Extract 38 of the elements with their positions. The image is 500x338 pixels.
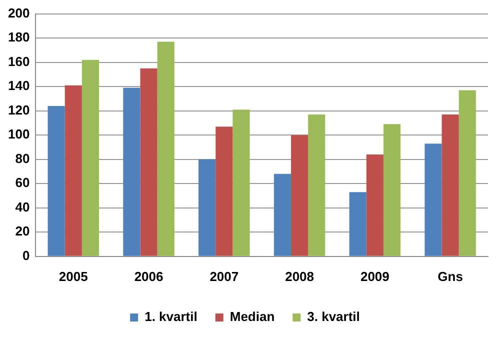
bar [198, 159, 216, 256]
legend-label: 1. kvartil [144, 309, 198, 324]
y-tick-label: 0 [22, 248, 30, 263]
y-tick-label: 180 [8, 30, 30, 45]
bar [458, 90, 476, 256]
bar [123, 88, 140, 256]
legend-label: Median [230, 309, 275, 324]
y-tick-label: 100 [8, 126, 30, 142]
bar [290, 135, 308, 256]
y-tick-label: 140 [8, 78, 30, 94]
bar [64, 85, 82, 256]
x-tick-label: 2005 [58, 268, 88, 284]
x-tick-label: 2006 [134, 268, 164, 284]
bar [157, 42, 174, 256]
legend-label: 3. kvartil [307, 309, 360, 324]
bar [274, 174, 291, 256]
bar [82, 60, 100, 256]
bar [232, 110, 250, 256]
bar [349, 192, 366, 256]
bar [424, 144, 442, 256]
y-tick-label: 80 [15, 150, 30, 166]
x-tick-label: 2007 [210, 268, 239, 284]
bar [48, 106, 65, 256]
y-tick-label: 120 [8, 102, 30, 118]
bar [308, 114, 326, 256]
y-tick-label: 20 [15, 224, 30, 239]
x-tick-label: 2009 [360, 268, 390, 284]
bar [216, 126, 233, 256]
y-tick-label: 40 [15, 199, 30, 214]
y-tick-label: 60 [15, 175, 30, 190]
bar [383, 124, 401, 256]
x-tick-label: Gns [438, 268, 463, 284]
y-tick-label: 160 [8, 54, 30, 69]
x-tick-label: 2008 [285, 268, 314, 284]
bar [140, 68, 158, 256]
bar [366, 154, 384, 256]
y-tick-label: 200 [8, 5, 30, 20]
bar [442, 114, 459, 256]
